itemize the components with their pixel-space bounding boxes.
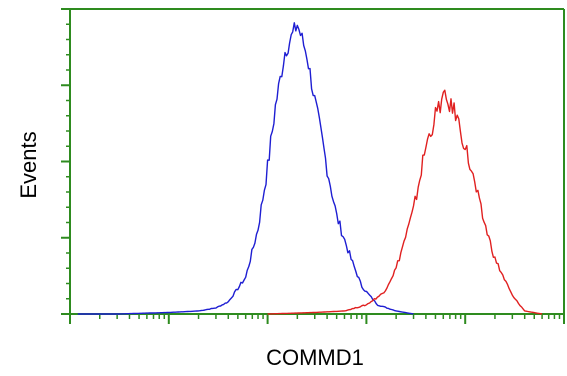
series-line bbox=[267, 89, 543, 315]
series-2 bbox=[267, 89, 543, 315]
plot-frame bbox=[69, 8, 565, 315]
x-axis-label: COMMD1 bbox=[266, 345, 364, 370]
series-1 bbox=[77, 22, 414, 315]
y-axis-label: Events bbox=[16, 131, 41, 198]
x-axis-ticks bbox=[69, 314, 565, 324]
series-layer bbox=[77, 22, 543, 315]
y-axis-ticks bbox=[61, 8, 70, 315]
series-line bbox=[77, 22, 414, 315]
